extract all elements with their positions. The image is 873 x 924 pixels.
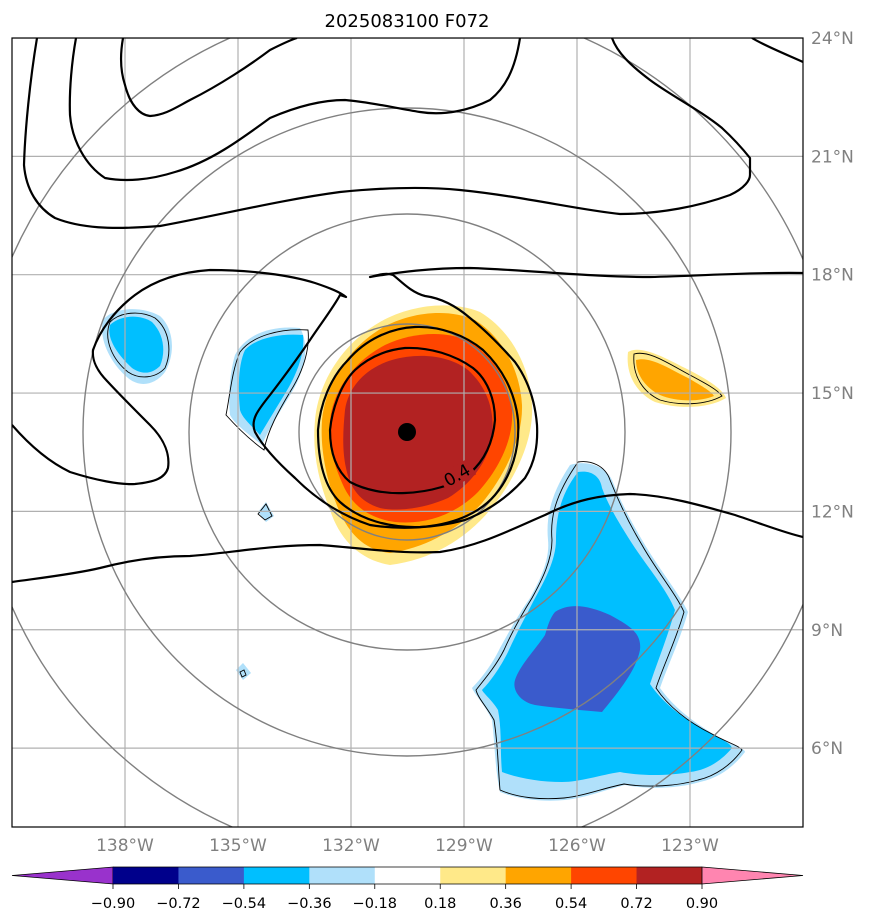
colorbar-extend-high	[701, 866, 804, 885]
field-outlines	[107, 312, 743, 800]
colorbar-extend-low	[11, 866, 114, 885]
colorbar-tick-label: −0.90	[91, 896, 135, 912]
colorbar-tick-label: 0.18	[424, 896, 456, 912]
colorbar-outline	[113, 866, 702, 885]
field-small-2	[236, 663, 251, 680]
lat-tick-label: 18°N	[811, 266, 854, 286]
map-panel: 0.4	[12, 38, 803, 827]
lon-tick-label: 132°W	[322, 836, 380, 856]
colorbar: −0.90 −0.72 −0.54 −0.36 −0.18 0.18 0.36 0.54 0.7…	[11, 866, 804, 912]
shaded-fields	[101, 305, 745, 801]
range-ring-1	[298, 323, 516, 541]
map-gridlines	[12, 38, 803, 827]
colorbar-swatch	[440, 867, 507, 884]
lat-tick-label: 12°N	[811, 502, 854, 522]
lon-tick-label: 138°W	[96, 836, 154, 856]
colorbar-tick-label: −0.54	[222, 896, 266, 912]
colorbar-swatch	[636, 867, 703, 884]
range-ring-2	[188, 213, 626, 651]
colorbar-swatch	[505, 867, 572, 884]
colorbar-tick-label: −0.72	[156, 896, 200, 912]
colorbar-swatch	[374, 867, 441, 884]
lat-tick-label: 6°N	[811, 739, 843, 759]
field-w-blue	[109, 316, 164, 373]
colorbar-swatch	[178, 867, 245, 884]
lat-tick-label: 15°N	[811, 384, 854, 404]
lat-tick-label: 9°N	[811, 621, 843, 641]
colorbar-tick-label: 0.54	[555, 896, 587, 912]
field-w2-blue	[238, 334, 304, 435]
lat-tick-label: 24°N	[811, 29, 854, 49]
lon-tick-label: 135°W	[209, 836, 267, 856]
contour-lines	[12, 38, 803, 584]
latitude-tick-labels: 6°N 9°N 12°N 15°N 18°N 21°N 24°N	[811, 29, 854, 759]
colorbar-tick-label: −0.18	[353, 896, 397, 912]
range-rings	[12, 38, 803, 827]
lon-tick-label: 123°W	[661, 836, 719, 856]
storm-center-marker	[398, 423, 416, 441]
colorbar-tick-label: 0.72	[620, 896, 652, 912]
longitude-tick-labels: 138°W 135°W 132°W 129°W 126°W 123°W	[96, 836, 719, 856]
chart-title: 2025083100 F072	[325, 11, 490, 32]
colorbar-swatch	[243, 867, 310, 884]
colorbar-tick-label: 0.36	[490, 896, 522, 912]
field-ne-orange	[636, 359, 714, 401]
map-frame	[11, 37, 804, 828]
colorbar-swatch	[309, 867, 376, 884]
colorbar-swatch	[113, 867, 179, 884]
lon-tick-label: 129°W	[435, 836, 493, 856]
range-ring-3	[82, 107, 732, 757]
lon-tick-label: 126°W	[548, 836, 606, 856]
colorbar-tick-label: 0.90	[686, 896, 718, 912]
lat-tick-label: 21°N	[811, 147, 854, 167]
colorbar-tick-label: −0.36	[287, 896, 331, 912]
colorbar-swatch	[571, 867, 638, 884]
